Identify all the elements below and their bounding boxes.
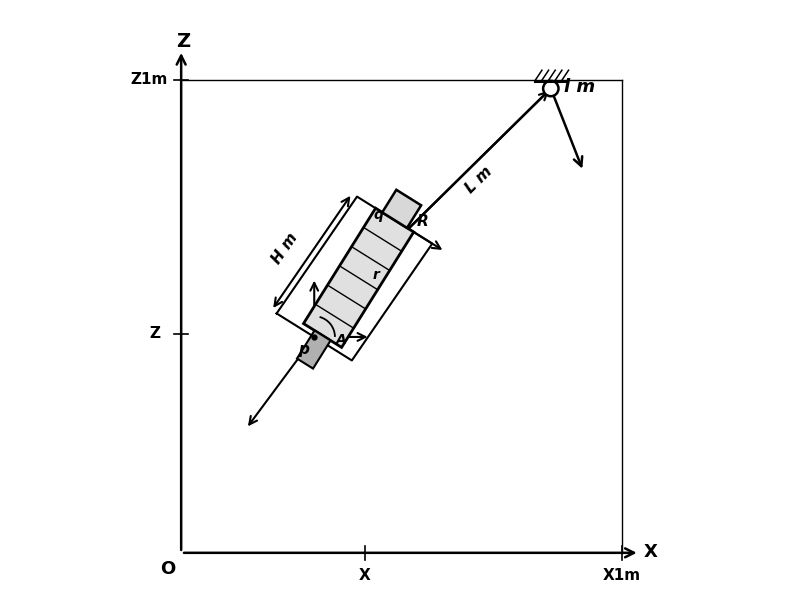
Text: Z: Z: [150, 327, 161, 341]
Polygon shape: [303, 208, 414, 347]
Text: O: O: [161, 561, 176, 578]
Text: H m: H m: [270, 230, 301, 267]
Polygon shape: [297, 331, 330, 368]
Text: q: q: [374, 208, 384, 223]
Text: Z: Z: [176, 32, 190, 51]
Text: X: X: [358, 568, 370, 583]
Text: r: r: [373, 268, 380, 282]
Polygon shape: [382, 190, 421, 228]
Text: L m: L m: [462, 164, 494, 196]
Text: R: R: [417, 214, 429, 229]
Text: p: p: [298, 343, 309, 358]
Text: A: A: [336, 333, 347, 347]
Text: X: X: [643, 543, 657, 561]
Text: X1m: X1m: [602, 568, 641, 583]
Circle shape: [543, 81, 558, 96]
Text: Z1m: Z1m: [130, 72, 167, 87]
Text: l m: l m: [564, 78, 594, 96]
